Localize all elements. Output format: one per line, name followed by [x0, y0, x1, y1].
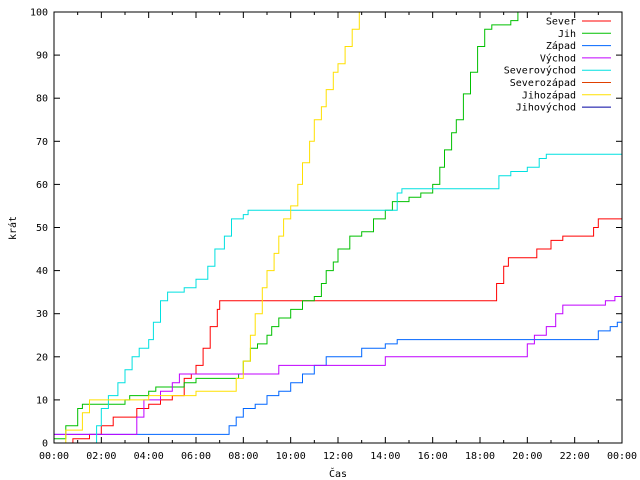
series-line-3 [54, 318, 622, 435]
legend-label: Jihozápad [522, 89, 576, 101]
x-axis-label: Čas [329, 467, 347, 480]
legend-label: Severozápad [510, 77, 576, 89]
x-tick-label: 06:00 [181, 451, 211, 462]
y-tick-label: 70 [36, 137, 48, 148]
x-tick-label: 20:00 [512, 451, 542, 462]
legend-item: Západ [546, 40, 611, 52]
series-line-2 [54, 12, 519, 440]
x-tick-label: 08:00 [228, 451, 258, 462]
y-tick-label: 90 [36, 51, 48, 62]
x-tick-label: 02:00 [86, 451, 116, 462]
y-tick-label: 0 [42, 439, 48, 450]
y-tick-label: 10 [36, 395, 48, 406]
legend-label: Jih [558, 29, 576, 40]
series-line-7 [54, 12, 360, 443]
y-tick-label: 80 [36, 94, 48, 105]
legend-item: Severozápad [510, 77, 611, 89]
series-line-1 [54, 218, 622, 443]
legend-item: Jihozápad [522, 89, 611, 101]
legend: SeverJihZápadVýchodSeverovýchodSeverozáp… [504, 17, 611, 114]
y-tick-label: 50 [36, 223, 48, 234]
legend-label: Východ [540, 52, 576, 64]
x-tick-label: 04:00 [134, 451, 164, 462]
legend-label: Jihovýchod [516, 102, 576, 114]
y-tick-label: 100 [30, 8, 48, 19]
ticks-layer: 0 10 20 30 40 50 60 70 80 90 100 00:00 02:00 04:00 06:… [30, 8, 637, 463]
legend-item: Sever [546, 17, 611, 28]
x-tick-label: 00:00 [39, 451, 69, 462]
series-layer [54, 12, 622, 443]
legend-item: Jihovýchod [516, 102, 611, 114]
x-tick-label: 00:00 [607, 451, 637, 462]
x-tick-label: 12:00 [323, 451, 353, 462]
x-tick-label: 22:00 [560, 451, 590, 462]
x-tick-label: 10:00 [276, 451, 306, 462]
legend-item: Severovýchod [504, 65, 611, 77]
x-tick-label: 14:00 [370, 451, 400, 462]
legend-item: Východ [540, 52, 611, 64]
y-tick-label: 60 [36, 180, 48, 191]
x-tick-label: 16:00 [418, 451, 448, 462]
series-line-4 [54, 287, 622, 435]
legend-label: Západ [546, 40, 576, 52]
x-tick-label: 18:00 [465, 451, 495, 462]
y-axis-label: krát [7, 216, 19, 240]
y-tick-label: 40 [36, 266, 48, 277]
legend-item: Jih [558, 29, 611, 40]
legend-label: Sever [546, 17, 576, 28]
series-line-5 [54, 153, 622, 443]
legend-label: Severovýchod [504, 65, 576, 77]
y-tick-label: 30 [36, 309, 48, 320]
y-tick-label: 20 [36, 352, 48, 363]
